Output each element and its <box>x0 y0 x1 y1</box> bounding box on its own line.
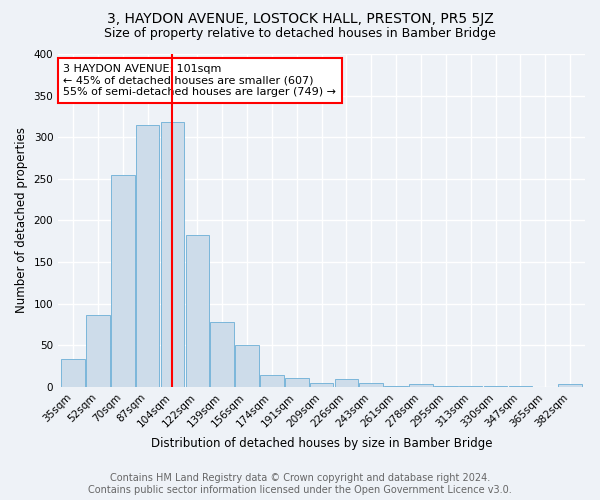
Bar <box>359 383 383 387</box>
Bar <box>558 384 582 387</box>
Bar <box>335 380 358 387</box>
Bar <box>434 386 458 387</box>
Bar <box>161 122 184 387</box>
Bar <box>459 386 482 387</box>
Bar <box>385 386 408 387</box>
Bar <box>260 376 284 387</box>
Bar <box>235 346 259 387</box>
Bar <box>211 322 234 387</box>
Bar <box>185 234 209 387</box>
Bar <box>509 386 532 387</box>
Bar <box>310 383 334 387</box>
Y-axis label: Number of detached properties: Number of detached properties <box>15 128 28 314</box>
Bar <box>285 378 308 387</box>
Bar <box>409 384 433 387</box>
Bar <box>484 386 508 387</box>
Bar <box>111 174 134 387</box>
Bar <box>61 360 85 387</box>
X-axis label: Distribution of detached houses by size in Bamber Bridge: Distribution of detached houses by size … <box>151 437 493 450</box>
Text: Contains HM Land Registry data © Crown copyright and database right 2024.
Contai: Contains HM Land Registry data © Crown c… <box>88 474 512 495</box>
Text: Size of property relative to detached houses in Bamber Bridge: Size of property relative to detached ho… <box>104 28 496 40</box>
Text: 3 HAYDON AVENUE: 101sqm
← 45% of detached houses are smaller (607)
55% of semi-d: 3 HAYDON AVENUE: 101sqm ← 45% of detache… <box>64 64 337 97</box>
Bar <box>136 125 160 387</box>
Bar <box>86 314 110 387</box>
Text: 3, HAYDON AVENUE, LOSTOCK HALL, PRESTON, PR5 5JZ: 3, HAYDON AVENUE, LOSTOCK HALL, PRESTON,… <box>107 12 493 26</box>
